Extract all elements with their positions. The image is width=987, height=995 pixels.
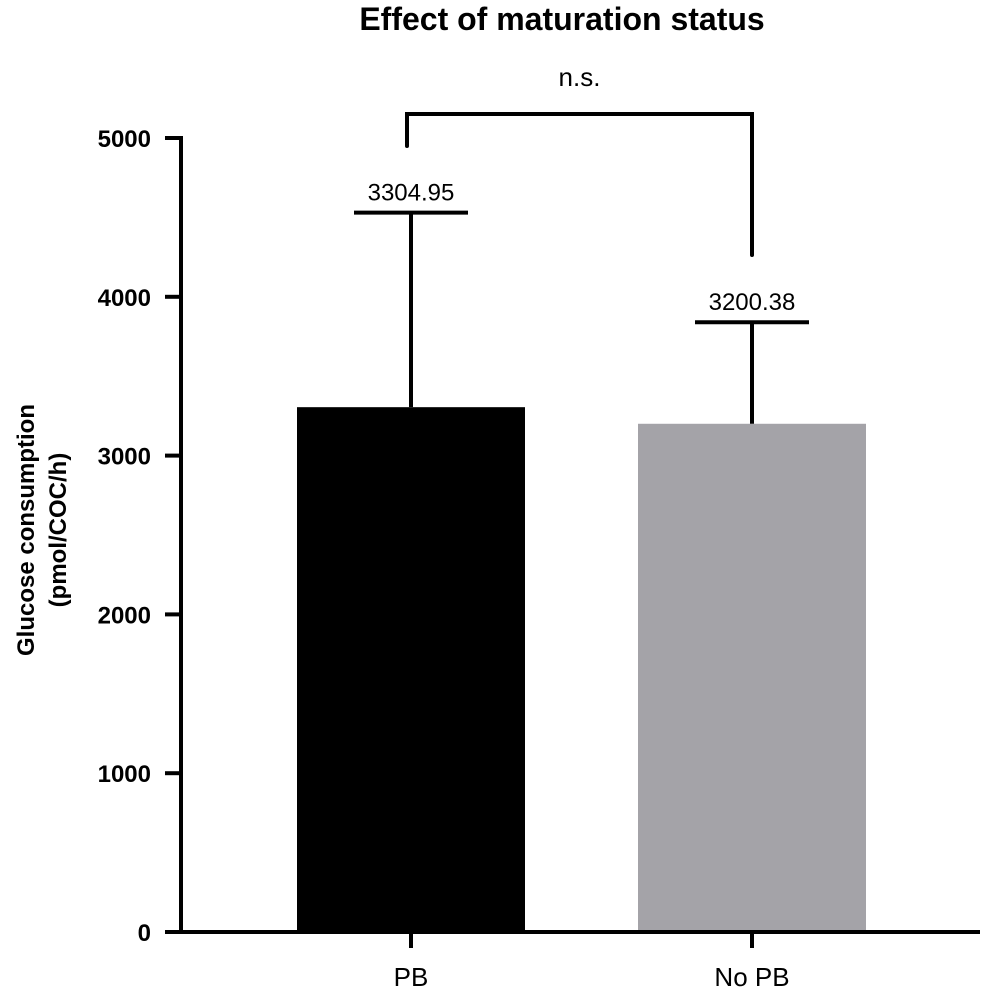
x-tick-label: PB xyxy=(394,962,429,992)
data-label: 3200.38 xyxy=(709,289,796,316)
error-bars-group: 3304.95 3200.38 xyxy=(354,180,809,424)
significance-label: n.s. xyxy=(559,62,601,92)
y-tick-label: 5000 xyxy=(98,126,151,153)
significance-bracket xyxy=(405,112,754,257)
y-tick-label: 1000 xyxy=(98,761,151,788)
y-axis: 0 1000 2000 3000 4000 5000 xyxy=(98,126,183,947)
y-tick-label: 0 xyxy=(138,920,151,947)
chart-title: Effect of maturation status xyxy=(359,1,764,37)
y-axis-label: Glucose consumption (pmol/COC/h) xyxy=(13,404,72,656)
y-axis-label-line-2: (pmol/COC/h) xyxy=(45,453,72,608)
y-tick-label: 2000 xyxy=(98,602,151,629)
y-tick-label: 4000 xyxy=(98,285,151,312)
y-axis-label-line-1: Glucose consumption xyxy=(13,404,40,656)
bar-pb xyxy=(297,407,525,932)
bar-no-pb xyxy=(638,423,866,932)
x-tick-label: No PB xyxy=(714,962,789,992)
data-label: 3304.95 xyxy=(368,180,455,207)
x-axis: PB No PB xyxy=(179,930,980,992)
y-tick-label: 3000 xyxy=(98,444,151,471)
bars-group xyxy=(297,407,866,932)
significance-bracket-group: n.s. xyxy=(405,62,754,257)
